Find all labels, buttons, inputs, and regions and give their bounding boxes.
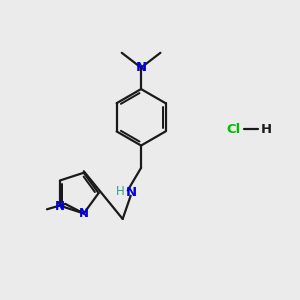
Text: N: N <box>55 200 65 213</box>
Text: N: N <box>79 207 89 220</box>
Text: H: H <box>116 184 125 197</box>
Text: Cl: Cl <box>226 123 240 136</box>
Text: N: N <box>136 61 147 74</box>
Text: N: N <box>126 186 137 199</box>
Text: H: H <box>260 123 272 136</box>
